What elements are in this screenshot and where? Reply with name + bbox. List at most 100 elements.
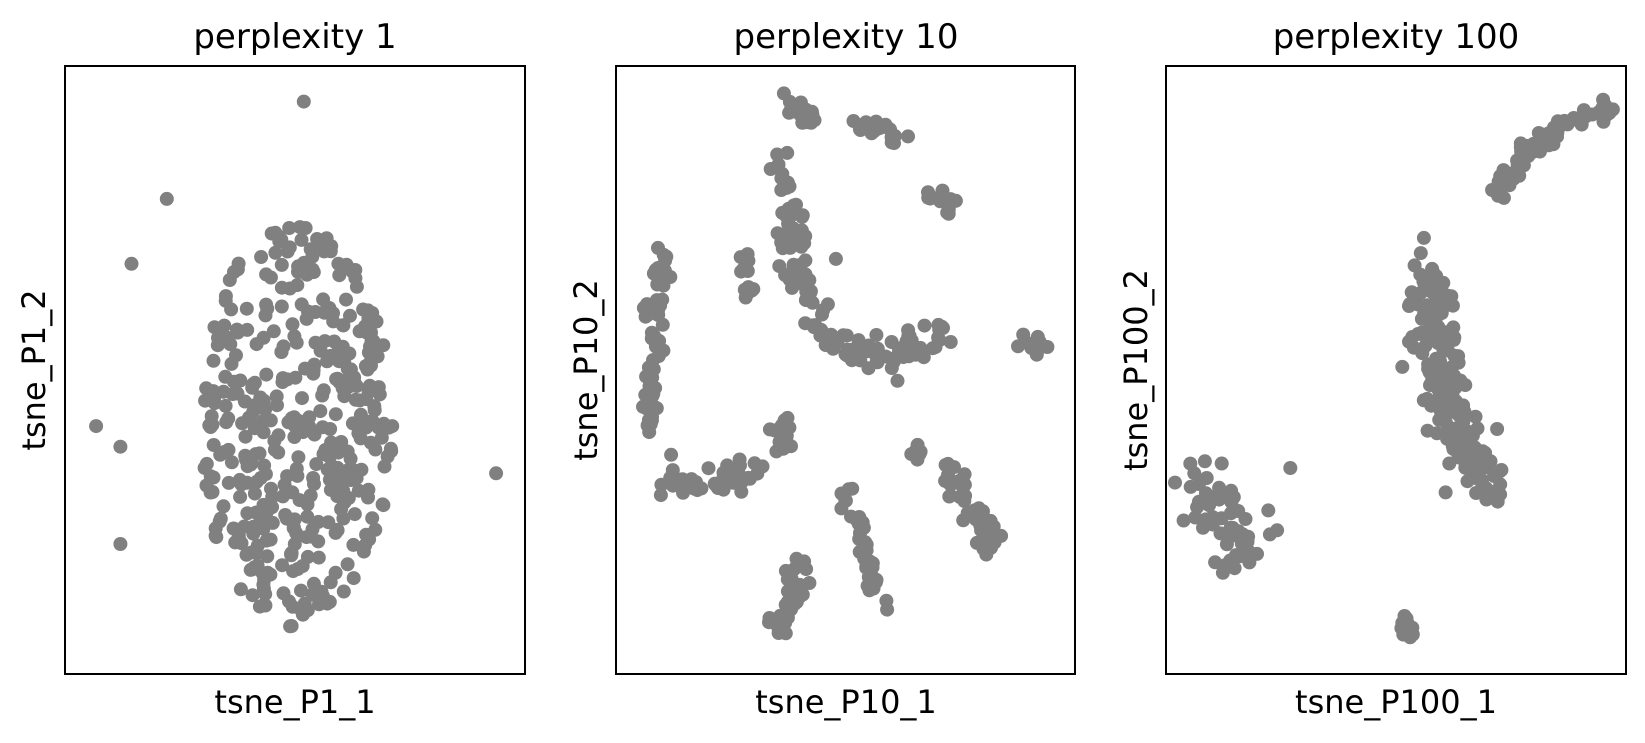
panel-3-xlabel: tsne_P100_1 (1295, 683, 1497, 721)
panel-1-point-363 (349, 379, 364, 393)
panel-3-point-300 (1188, 510, 1203, 525)
panel-2-point-176 (779, 180, 794, 195)
panel-2-point-296 (701, 461, 716, 476)
panel-2-point-274 (645, 389, 660, 404)
panel-2-point-5 (776, 86, 791, 101)
panel-2-point-308 (732, 452, 747, 467)
panel-2-point-242 (642, 425, 657, 440)
panel-2-point-388 (952, 476, 967, 491)
panel-1-point-307 (295, 391, 309, 406)
panel-3-point-59 (1516, 145, 1531, 160)
panel-2-point-213 (737, 263, 752, 278)
panel-1-point-72 (285, 317, 300, 332)
panel-2-point-192 (815, 307, 829, 322)
panel-1-point-283 (347, 507, 362, 522)
panel-2-point-198 (863, 344, 878, 359)
panel-2-point-427 (868, 575, 883, 590)
panel-2-point-367 (942, 489, 957, 504)
panel-3-point-284 (1432, 389, 1447, 404)
panel-3-point-356 (1283, 461, 1298, 475)
panel-1-point-411 (329, 522, 344, 537)
panel-1-point-359 (239, 547, 254, 562)
panel-2-point-239 (651, 240, 665, 255)
panel-1-point-182 (229, 348, 243, 363)
panel-3-point-58 (1531, 139, 1546, 154)
panel-1-point-415 (249, 417, 263, 432)
panel-1-point-325 (323, 482, 338, 497)
panel-1-point-354 (259, 267, 274, 282)
panel-1-point-409 (243, 457, 258, 472)
panel-1-point-184 (225, 387, 240, 402)
panel-3-point-357 (1270, 523, 1285, 538)
panel-1-point-188 (375, 497, 390, 512)
panel-3-point-347 (1231, 504, 1246, 518)
panel-2-xlabel: tsne_P10_1 (755, 683, 937, 721)
panel-2-point-184 (774, 235, 789, 250)
panel-1-point-410 (240, 506, 255, 521)
panel-3-point-350 (1213, 526, 1228, 541)
panel-1-point-378 (334, 435, 349, 449)
panel-2-point-42 (901, 129, 915, 144)
panel-2-title: perplexity 10 (734, 17, 959, 57)
panel-3-point-298 (1434, 282, 1449, 297)
panel-1-point-179 (282, 221, 297, 235)
panel-1-point-330 (323, 422, 338, 436)
panel-2-point-171 (786, 257, 801, 272)
panel-1-point-214 (300, 509, 315, 524)
panel-3-point-225 (1395, 359, 1410, 374)
panel-2-point-469 (788, 586, 803, 601)
panel-1-point-252 (280, 244, 295, 259)
panel-3-point-289 (1431, 319, 1446, 334)
panel-1-point-249 (298, 221, 313, 235)
panel-1-point-237 (274, 257, 289, 272)
panel-2-point-81 (890, 373, 905, 388)
panel-1-point-417 (274, 232, 289, 247)
panel-2-point-271 (640, 297, 654, 312)
panel-2-point-214 (828, 251, 843, 266)
panel-1-point-362 (362, 532, 377, 547)
panel-2-point-45 (855, 118, 870, 132)
panel-2-point-431 (852, 544, 867, 559)
panel-1-point-393 (297, 596, 312, 611)
panel-2-point-462 (778, 563, 793, 578)
panel-1-point-316 (290, 278, 305, 293)
panel-1-point-223 (203, 420, 218, 435)
panel-2-point-185 (932, 322, 947, 337)
panel-2-point-300 (653, 488, 668, 503)
panel-1-point-418 (336, 483, 351, 498)
panel-1-point-395 (260, 549, 275, 564)
panel-1-point-388 (291, 259, 306, 274)
panel-1-point-422 (124, 256, 139, 271)
panel-3-point-333 (1219, 537, 1234, 552)
panel-1-point-174 (316, 447, 331, 462)
panel-3-point-283 (1435, 292, 1450, 307)
panel-2-point-464 (787, 596, 802, 611)
panel-2-point-344 (762, 422, 777, 437)
panel-1-point-405 (324, 435, 339, 450)
panel-2-point-195 (841, 343, 856, 357)
panel-1-point-306 (247, 486, 262, 501)
panel-1-point-7 (294, 583, 308, 598)
panel-1-point-426 (489, 466, 504, 481)
panel-1-point-201 (294, 232, 309, 247)
panel-1-point-112 (323, 575, 338, 590)
panel-3-point-290 (1417, 277, 1432, 292)
panel-2-point-188 (925, 341, 940, 356)
panel-1-point-264 (304, 529, 319, 544)
panel-2-point-177 (839, 328, 854, 343)
panel-1-point-83 (346, 571, 361, 586)
panel-2-point-273 (646, 362, 661, 377)
panel-3-point-258 (1414, 325, 1429, 340)
panel-3-point-278 (1492, 464, 1507, 479)
panel-1-point-394 (240, 475, 254, 490)
panel-2-point-41 (869, 114, 884, 129)
panel-2-point-272 (644, 413, 659, 428)
panel-2-point-326 (716, 482, 731, 497)
panel-2-point-153 (913, 340, 928, 355)
panel-2-point-433 (852, 532, 867, 546)
panel-3-point-328 (1212, 480, 1227, 495)
panel-2-point-131 (917, 318, 932, 333)
panel-3-point-318 (1168, 475, 1182, 490)
panel-1-point-218 (224, 455, 239, 470)
